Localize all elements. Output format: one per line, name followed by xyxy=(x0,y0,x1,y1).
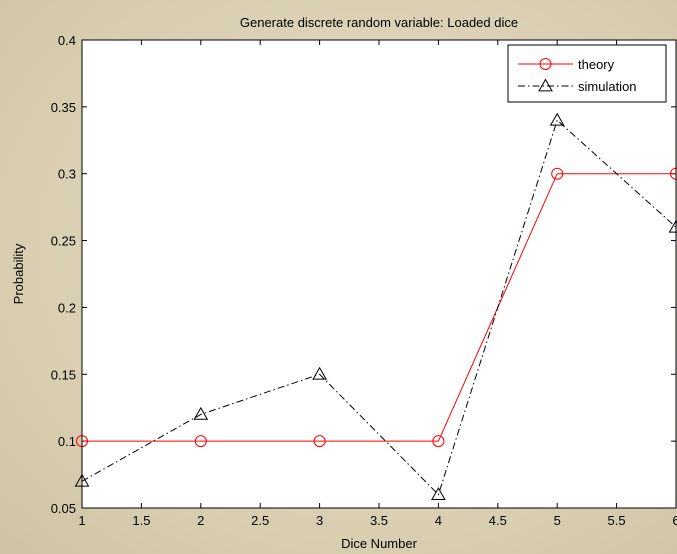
y-tick-label: 0.4 xyxy=(58,33,76,48)
chart-title: Generate discrete random variable: Loade… xyxy=(240,15,518,30)
series-line xyxy=(82,173,676,442)
legend-label: simulation xyxy=(578,79,637,94)
x-tick-label: 5.5 xyxy=(608,513,626,528)
y-tick-label: 0.2 xyxy=(58,300,76,315)
data-point xyxy=(432,435,445,448)
x-tick-label: 2 xyxy=(197,513,204,528)
y-tick-label: 0.25 xyxy=(51,234,76,249)
y-axis-label: Probability xyxy=(11,243,26,304)
data-point xyxy=(551,167,564,180)
legend-marker xyxy=(538,78,553,92)
axis-ticks: 1 1.5 2 2.5 3 3.5 4 4.5 5 5.5 6 0.05 0.1 0.15 0.2 0.25 0… xyxy=(51,33,677,528)
series-simulation xyxy=(74,112,677,501)
legend-label: theory xyxy=(578,57,615,72)
x-tick-label: 4.5 xyxy=(489,513,507,528)
x-tick-label: 5 xyxy=(554,513,561,528)
y-tick-label: 0.15 xyxy=(51,367,76,382)
y-tick-label: 0.1 xyxy=(58,434,76,449)
legend-marker xyxy=(539,58,552,70)
data-point xyxy=(312,366,327,380)
y-tick-label: 0.3 xyxy=(58,167,76,182)
y-tick-label: 0.35 xyxy=(51,100,76,115)
x-tick-label: 6 xyxy=(672,513,677,528)
x-tick-label: 4 xyxy=(435,513,442,528)
x-tick-label: 3.5 xyxy=(370,513,388,528)
x-tick-label: 2.5 xyxy=(251,513,269,528)
data-point xyxy=(431,487,446,501)
plot-area xyxy=(82,40,676,508)
x-tick-label: 1 xyxy=(78,513,85,528)
y-tick-label: 0.05 xyxy=(51,501,76,516)
x-tick-label: 3 xyxy=(316,513,323,528)
data-point xyxy=(313,435,326,448)
data-point xyxy=(549,112,565,126)
x-axis-label: Dice Number xyxy=(341,536,418,551)
legend: theory simulation xyxy=(507,44,667,103)
legend-box xyxy=(507,44,667,103)
x-tick-label: 1.5 xyxy=(132,513,150,528)
data-point xyxy=(193,406,209,420)
plot-frame xyxy=(81,39,677,509)
data-point xyxy=(194,435,207,448)
